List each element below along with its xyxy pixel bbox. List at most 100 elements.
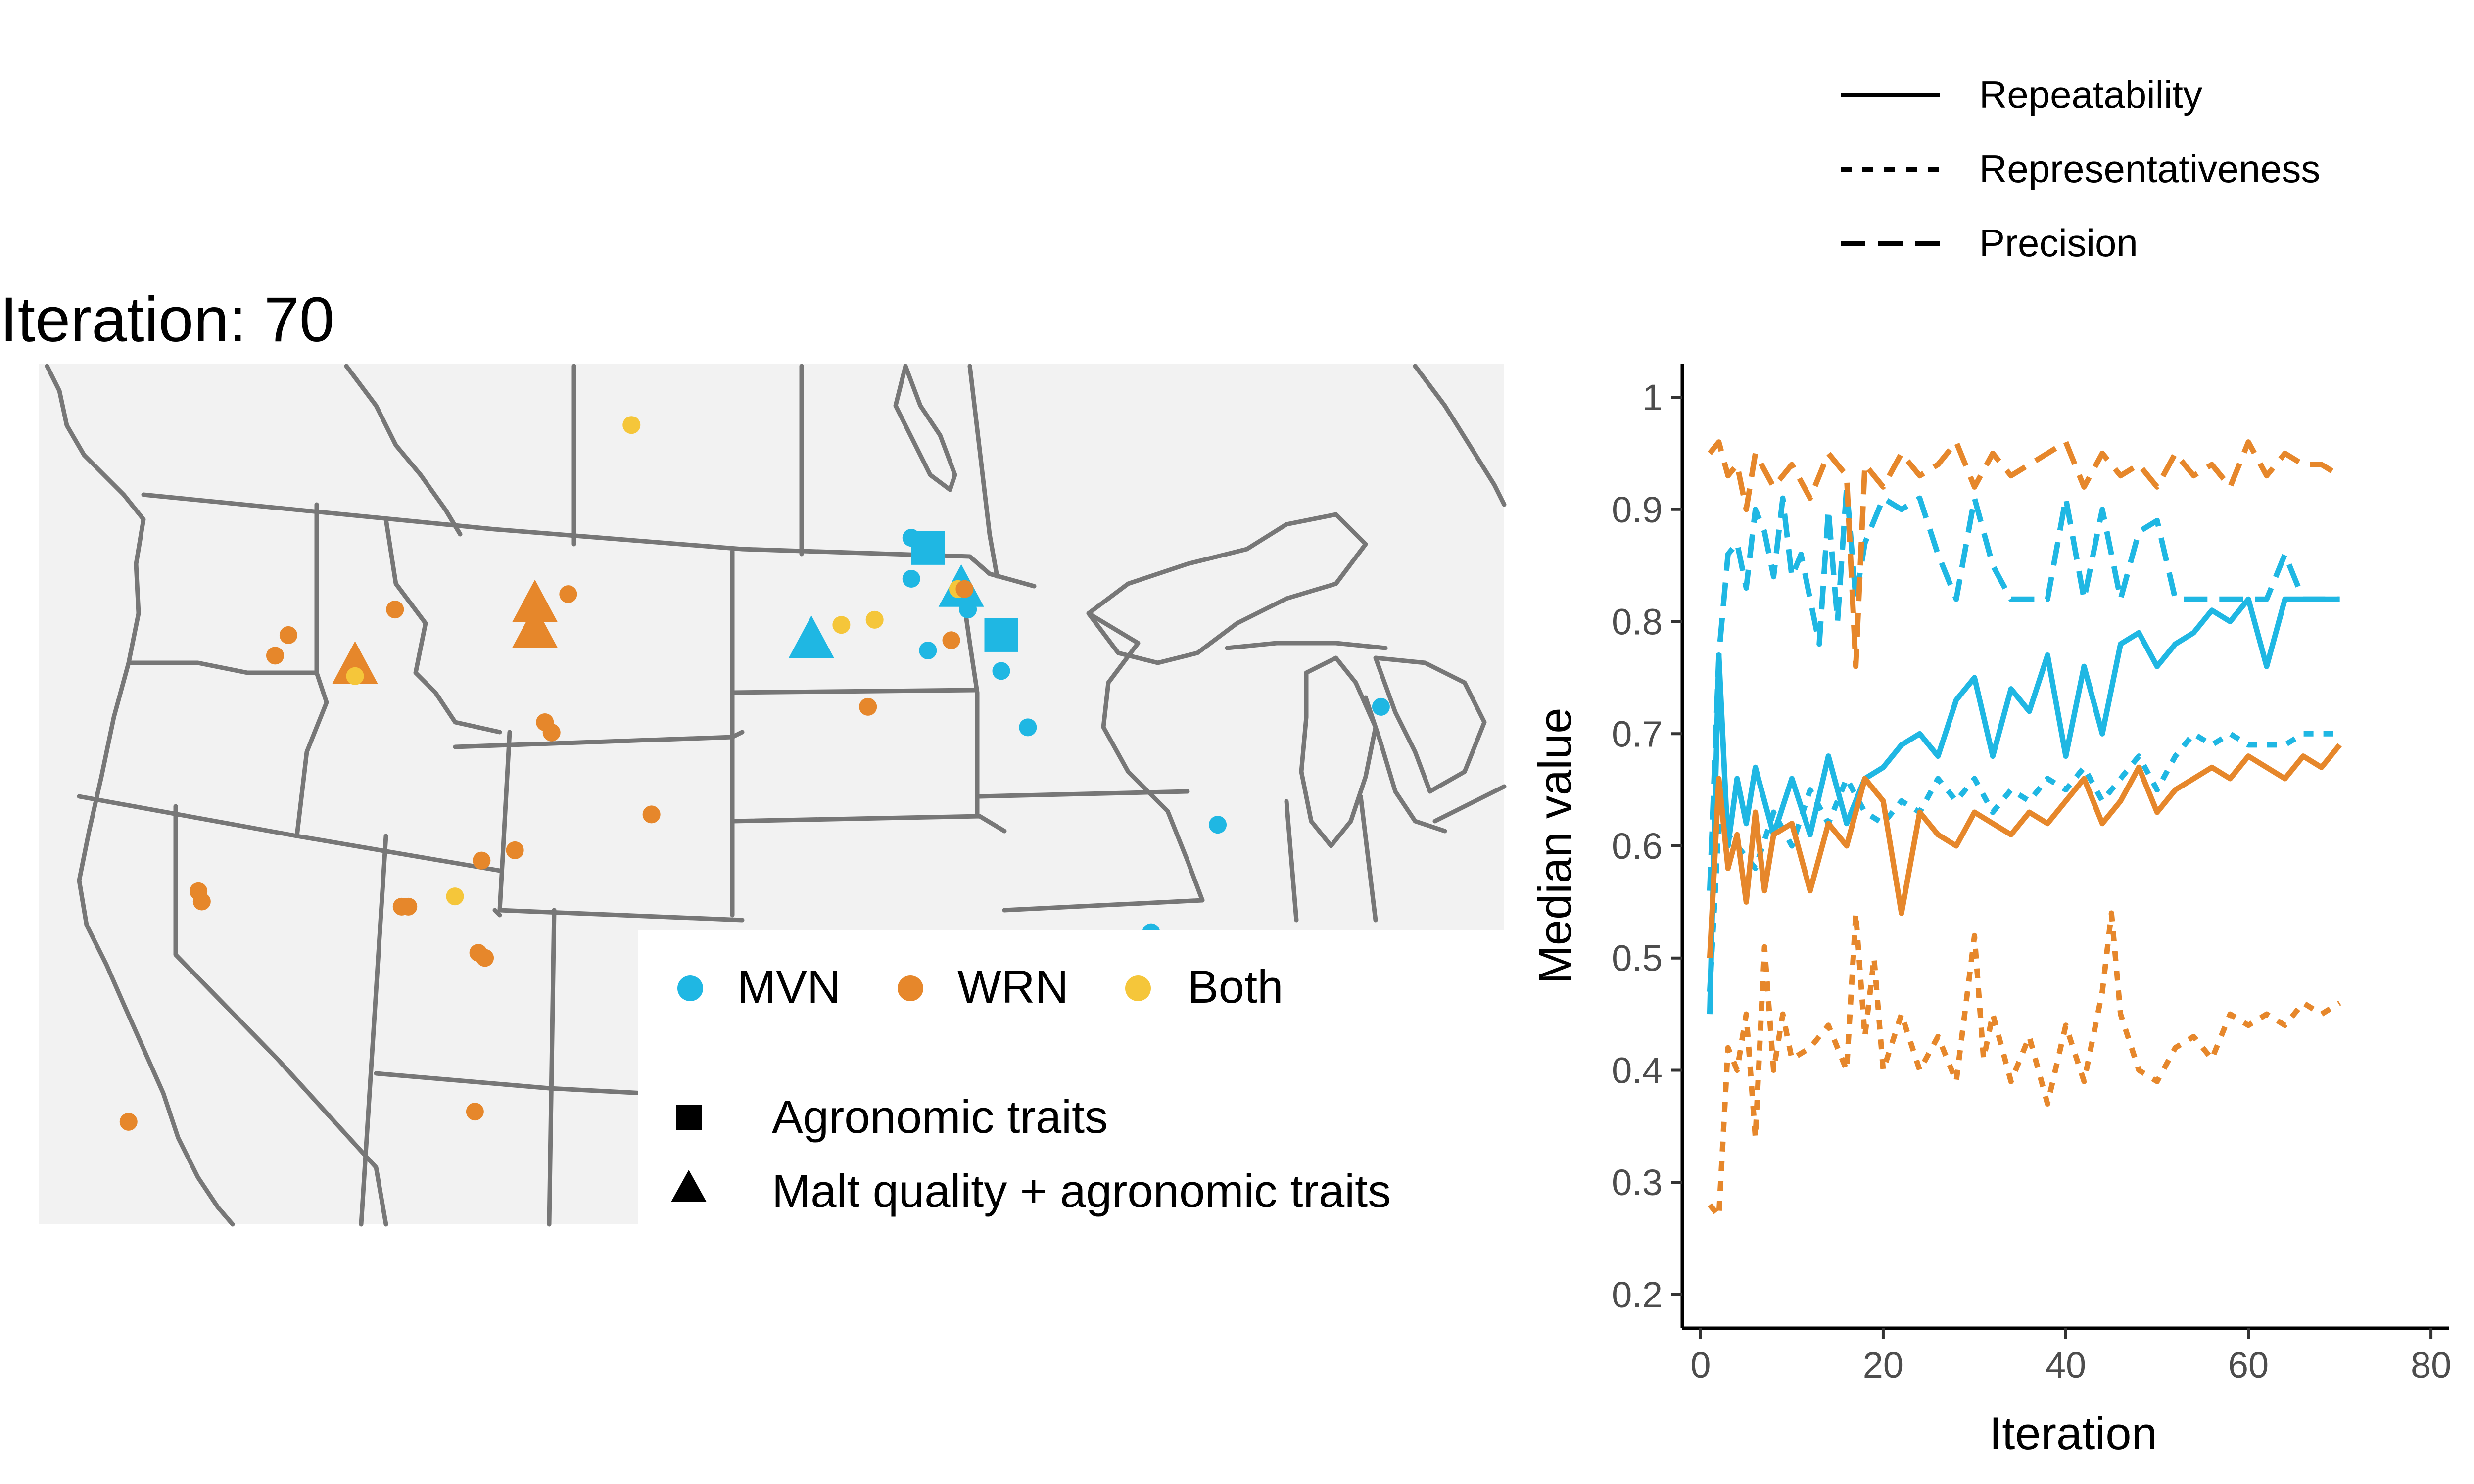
site-mvn-circle bbox=[1019, 718, 1037, 737]
legend-square-swatch bbox=[676, 1105, 702, 1130]
site-wrn-circle bbox=[279, 626, 297, 644]
y-tick-label: 0.3 bbox=[1612, 1162, 1663, 1203]
y-axis-label: Median value bbox=[1529, 707, 1581, 984]
pacific-coastline bbox=[45, 364, 235, 1227]
series-wrn-representativeness bbox=[1708, 910, 2341, 1219]
legend-mvn-label: MVN bbox=[737, 961, 841, 1013]
y-tick-label: 0.2 bbox=[1612, 1274, 1663, 1315]
lake-winnipeg bbox=[893, 364, 957, 492]
michigan-lower-peninsula bbox=[1363, 695, 1447, 834]
lake-huron bbox=[1373, 655, 1487, 794]
site-wrn-circle bbox=[399, 897, 418, 916]
site-mvn-circle bbox=[1372, 697, 1390, 716]
y-tick-label: 0.4 bbox=[1612, 1050, 1663, 1091]
y-tick-label: 1 bbox=[1642, 377, 1663, 418]
map-panel: MVN WRN Both Agronomic traits Malt quali… bbox=[39, 364, 1507, 1227]
site-wrn-circle bbox=[476, 949, 494, 967]
x-axis: 0 20 40 60 80 bbox=[1682, 1326, 2451, 1386]
illinois-east-boundary bbox=[1284, 799, 1299, 923]
washington-idaho-boundary bbox=[294, 502, 329, 838]
map-borders bbox=[45, 364, 1507, 1227]
map-legend: MVN WRN Both Agronomic traits Malt quali… bbox=[638, 930, 1504, 1227]
legend-repeatability-label: Repeatability bbox=[1979, 73, 2202, 116]
map-sites bbox=[119, 416, 1390, 1131]
y-tick-label: 0.7 bbox=[1612, 713, 1663, 754]
site-wrn-circle bbox=[466, 1103, 484, 1121]
site-both-circle bbox=[832, 616, 851, 634]
lake-michigan bbox=[1299, 655, 1378, 848]
series-layer bbox=[1707, 439, 2342, 1219]
nevada-utah-boundary bbox=[359, 834, 388, 1227]
site-mvn-circle bbox=[902, 570, 920, 588]
x-tick-label: 20 bbox=[1863, 1345, 1903, 1386]
site-wrn-circle bbox=[859, 697, 877, 716]
utah-arizona-boundary bbox=[374, 1071, 646, 1096]
lake-superior bbox=[1086, 512, 1368, 665]
chart-panel: Repeatability Representativeness Precisi… bbox=[1529, 73, 2451, 1459]
legend-wrn-label: WRN bbox=[957, 961, 1069, 1013]
site-wrn-circle bbox=[642, 805, 661, 824]
iowa-missouri-boundary bbox=[1002, 898, 1205, 913]
canada-east-boundary bbox=[1413, 364, 1507, 507]
site-wrn-triangle bbox=[512, 605, 558, 648]
site-wrn-circle bbox=[119, 1113, 138, 1131]
minnesota-iowa-boundary bbox=[977, 789, 1190, 799]
missouri-east-boundary bbox=[1086, 611, 1205, 903]
x-tick-label: 80 bbox=[2411, 1345, 2451, 1386]
utah-colorado-boundary bbox=[547, 908, 557, 1227]
site-both-circle bbox=[346, 667, 364, 685]
site-wrn-circle bbox=[955, 580, 974, 598]
site-wrn-circle bbox=[542, 723, 561, 742]
x-tick-label: 40 bbox=[2046, 1345, 2086, 1386]
iteration-title: Iteration: 70 bbox=[0, 284, 334, 355]
legend-triangle-swatch bbox=[671, 1170, 707, 1202]
wyoming-south-boundary bbox=[497, 908, 745, 923]
legend-both-label: Both bbox=[1188, 961, 1283, 1013]
dakota-nebraska-boundary bbox=[730, 814, 1007, 834]
site-both-circle bbox=[446, 887, 464, 906]
site-both-circle bbox=[622, 416, 641, 434]
site-wrn-circle bbox=[192, 892, 211, 911]
series-wrn-repeatability bbox=[1707, 743, 2342, 958]
idaho-wyoming-boundary bbox=[497, 730, 512, 913]
site-wrn-circle bbox=[559, 585, 577, 603]
site-wrn-circle bbox=[506, 841, 524, 859]
y-tick-label: 0.9 bbox=[1612, 489, 1663, 530]
legend-agronomic-label: Agronomic traits bbox=[772, 1091, 1108, 1143]
site-mvn-circle bbox=[959, 601, 977, 619]
y-axis: 0.2 0.3 0.4 0.5 0.6 0.7 0.8 0.9 1 bbox=[1612, 364, 1684, 1328]
x-axis-label: Iteration bbox=[1989, 1407, 2157, 1459]
idaho-montana-boundary bbox=[383, 517, 502, 735]
legend-malt-label: Malt quality + agronomic traits bbox=[772, 1165, 1391, 1217]
nebraska-kansas-boundary bbox=[492, 908, 502, 918]
series-wrn-precision bbox=[1708, 439, 2341, 669]
washington-oregon-boundary bbox=[126, 660, 319, 675]
manitoba-ontario-boundary bbox=[967, 364, 999, 579]
oregon-california-boundary bbox=[77, 794, 502, 873]
site-mvn-circle bbox=[992, 662, 1010, 680]
chart-legend: Repeatability Representativeness Precisi… bbox=[1841, 73, 2320, 265]
legend-both-swatch bbox=[1125, 975, 1151, 1001]
site-wrn-circle bbox=[266, 647, 284, 665]
indiana-ohio-boundary bbox=[1358, 794, 1378, 923]
site-mvn-triangle bbox=[788, 615, 834, 658]
site-wrn-triangle bbox=[332, 641, 378, 684]
site-mvn-circle bbox=[1209, 816, 1227, 834]
site-mvn-square bbox=[911, 531, 945, 565]
legend-representativeness-label: Representativeness bbox=[1979, 147, 2320, 190]
series-mvn-repeatability bbox=[1707, 596, 2340, 1015]
x-tick-label: 0 bbox=[1690, 1345, 1711, 1386]
site-wrn-circle bbox=[473, 851, 491, 870]
site-wrn-circle bbox=[942, 631, 960, 649]
california-nevada-boundary bbox=[173, 804, 388, 1227]
lake-erie bbox=[1432, 784, 1507, 824]
north-south-dakota-boundary bbox=[730, 688, 977, 695]
michigan-upper-peninsula bbox=[1225, 641, 1388, 650]
site-both-circle bbox=[865, 610, 884, 629]
site-mvn-circle bbox=[919, 642, 937, 659]
legend-wrn-swatch bbox=[898, 975, 923, 1001]
alberta-bc-boundary bbox=[344, 364, 463, 537]
y-tick-label: 0.6 bbox=[1612, 826, 1663, 867]
legend-precision-label: Precision bbox=[1979, 221, 2138, 265]
